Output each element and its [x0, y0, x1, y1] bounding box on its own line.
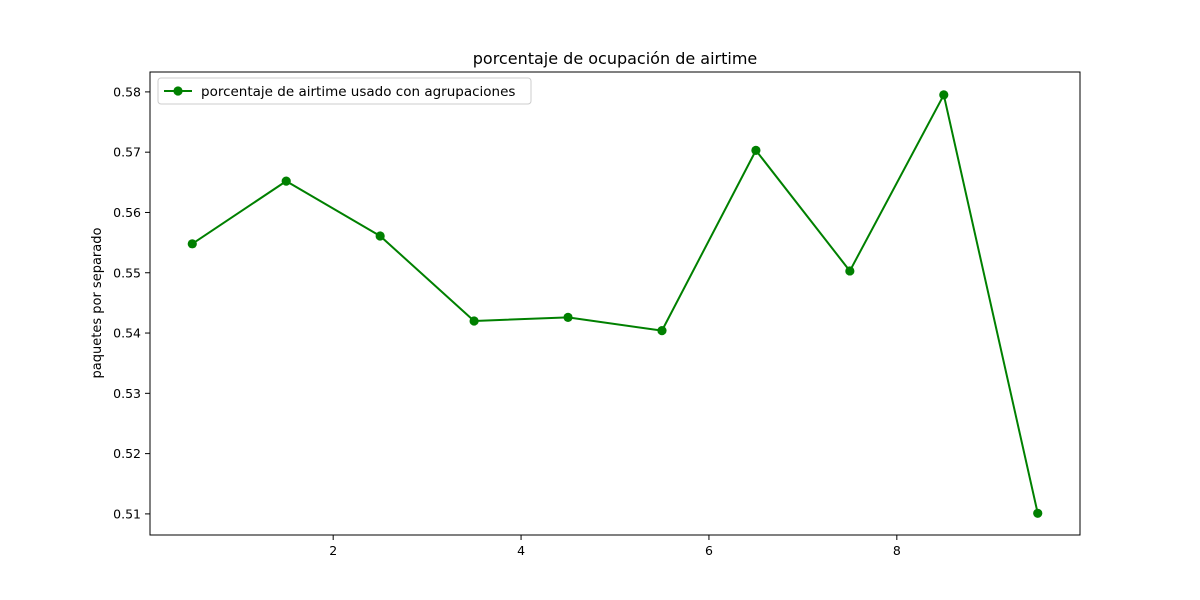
data-point [469, 316, 479, 326]
series-line [191, 93, 1039, 514]
y-tick-label: 0.52 [113, 446, 141, 461]
data-point [375, 231, 385, 241]
data-point [939, 90, 949, 100]
y-tick-label: 0.57 [113, 145, 141, 160]
y-tick-label: 0.56 [113, 205, 141, 220]
legend-marker [173, 86, 183, 96]
legend-box [157, 77, 532, 105]
x-tick-label: 8 [893, 543, 901, 558]
plot-frame [149, 71, 1081, 536]
data-point [751, 145, 761, 155]
legend-label: porcentaje de airtime usado con agrupaci… [201, 84, 515, 100]
x-tick-label: 4 [517, 543, 525, 558]
data-point [845, 266, 855, 276]
x-tick-label: 6 [705, 543, 713, 558]
plot-area [187, 90, 1043, 518]
x-axis: 2 4 6 8 [329, 535, 901, 558]
data-point [281, 176, 291, 186]
legend: porcentaje de airtime usado con agrupaci… [157, 77, 532, 105]
data-point [1033, 508, 1043, 518]
data-point [563, 312, 573, 322]
y-axis-label: paquetes por separado [90, 228, 105, 379]
y-tick-label: 0.55 [113, 265, 141, 280]
y-tick-label: 0.53 [113, 386, 141, 401]
data-point [187, 239, 197, 249]
x-tick-label: 2 [329, 543, 337, 558]
data-point [657, 326, 667, 336]
y-tick-label: 0.58 [113, 84, 141, 99]
chart-title: porcentaje de ocupación de airtime [473, 49, 758, 68]
y-axis: 0.51 0.52 0.53 0.54 0.55 0.56 0.57 0.58 [113, 84, 150, 521]
y-tick-label: 0.54 [113, 326, 141, 341]
y-tick-label: 0.51 [113, 506, 141, 521]
